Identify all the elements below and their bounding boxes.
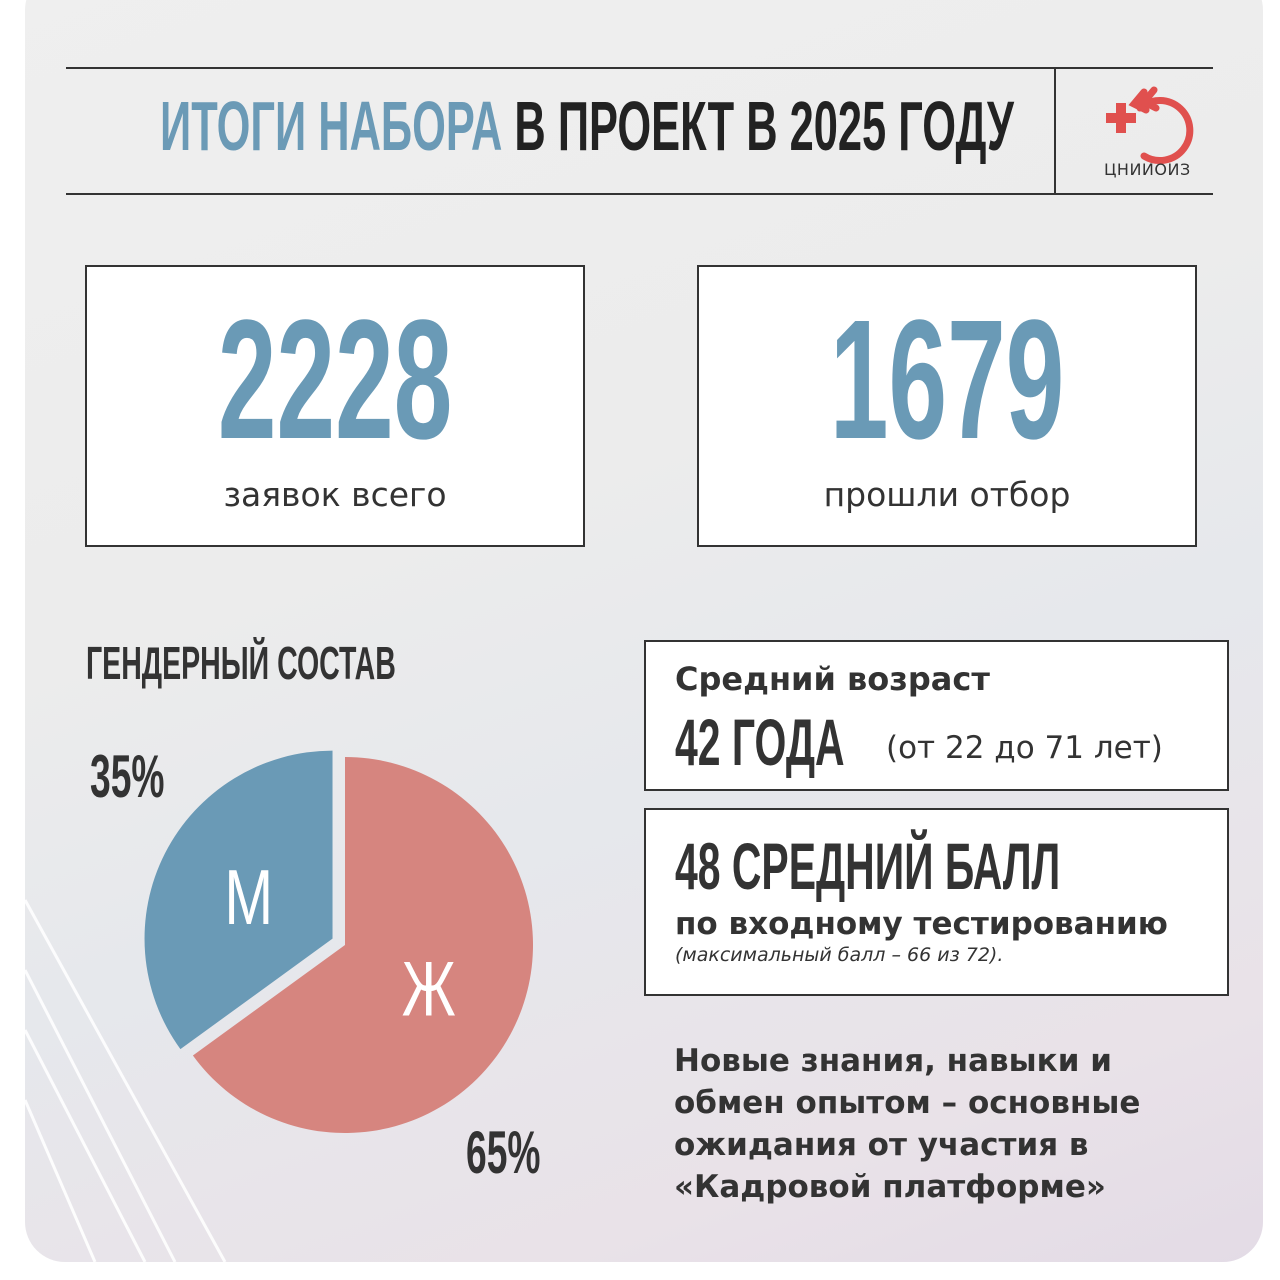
- pie-label-female: Ж: [402, 946, 456, 1033]
- female-percent: 65%: [466, 1119, 541, 1186]
- stat-label: заявок всего: [223, 475, 447, 514]
- stat-value: 1679: [829, 285, 1065, 475]
- logo-text: ЦНИИОИЗ: [1104, 160, 1191, 179]
- stat-card-applications: 2228 заявок всего: [85, 265, 585, 547]
- stat-value: 2228: [217, 285, 453, 475]
- gender-title: ГЕНДЕРНЫЙ СОСТАВ: [86, 637, 396, 689]
- header-bottom-rule: [66, 193, 1213, 195]
- age-label: Средний возраст: [675, 660, 990, 698]
- pie-slice-female: [192, 757, 534, 1133]
- title-highlight: ИТОГИ НАБОРА: [160, 87, 503, 165]
- decorative-lines: [25, 899, 227, 1262]
- age-value: 42 ГОДА: [675, 705, 845, 779]
- pie-label-male: М: [224, 854, 273, 941]
- age-range: (от 22 до 71 лет): [886, 730, 1163, 766]
- page-title: ИТОГИ НАБОРА В ПРОЕКТ В 2025 ГОДУ: [160, 86, 1280, 166]
- score-note: (максимальный балл – 66 из 72).: [675, 944, 1004, 966]
- male-percent: 35%: [90, 743, 165, 810]
- header-divider: [1054, 67, 1056, 195]
- score-label: по входному тестированию: [675, 906, 1168, 942]
- logo-icon: [1106, 86, 1194, 164]
- age-card: Средний возраст 42 ГОДА (от 22 до 71 лет…: [644, 640, 1229, 791]
- score-value: 48 СРЕДНИЙ БАЛЛ: [675, 829, 1061, 903]
- pie-slice-male: [144, 750, 333, 1050]
- expectations-text: Новые знания, навыки и обмен опытом – ос…: [674, 1043, 1141, 1205]
- title-rest: В ПРОЕКТ В 2025 ГОДУ: [514, 87, 1014, 165]
- score-card: 48 СРЕДНИЙ БАЛЛ по входному тестированию…: [644, 808, 1229, 996]
- stat-label: прошли отбор: [823, 475, 1071, 514]
- stat-card-selected: 1679 прошли отбор: [697, 265, 1197, 547]
- header-top-rule: [66, 67, 1213, 69]
